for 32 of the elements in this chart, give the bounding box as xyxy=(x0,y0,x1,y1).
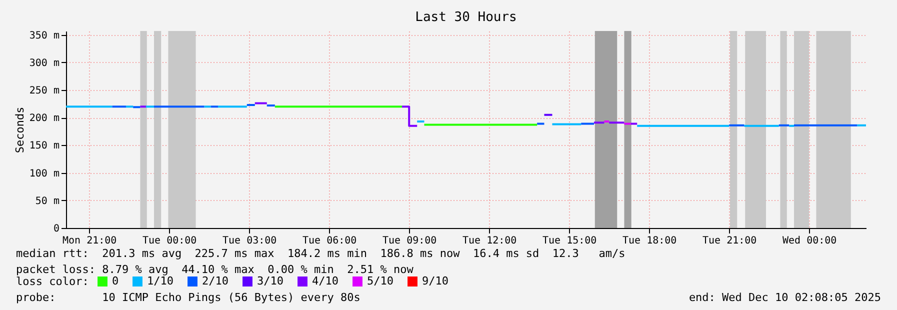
x-tick-label: Mon 21:00 xyxy=(62,236,117,246)
y-tick-label: 150 m xyxy=(29,140,60,152)
text: packet loss: 8.79 % avg 44.10 % max 0.00 % min 2.51 % now xyxy=(16,263,414,276)
y-axis-title: Seconds xyxy=(13,106,26,154)
legend-label: 9/10 xyxy=(422,274,448,288)
y-tick-label: 0 xyxy=(53,224,60,234)
y-tick-label: 100 m xyxy=(29,168,60,180)
x-tick-label: Tue 06:00 xyxy=(302,236,357,246)
x-tick-label: Tue 03:00 xyxy=(222,236,277,246)
x-tick-label: Tue 15:00 xyxy=(542,236,597,246)
x-tick-label: Tue 21:00 xyxy=(702,236,757,246)
x-tick-label: Tue 18:00 xyxy=(622,236,677,246)
chart-title: Last 30 Hours xyxy=(415,10,517,25)
x-tick-label: Tue 12:00 xyxy=(462,236,517,246)
x-tick-label: Tue 09:00 xyxy=(382,236,437,246)
text: probe: 10 ICMP Echo Pings (56 Bytes) every 80s xyxy=(16,291,360,304)
legend-label: 0 xyxy=(112,274,119,288)
legend-label: 3/10 xyxy=(257,274,284,288)
legend-label: 4/10 xyxy=(312,274,338,288)
y-tick-label: 250 m xyxy=(29,86,60,97)
y-tick-label: 300 m xyxy=(29,58,60,69)
text: end: Wed Dec 10 02:08:05 2025 xyxy=(688,291,881,304)
y-tick-label: 50 m xyxy=(35,196,60,207)
x-tick-label: Wed 00:00 xyxy=(782,236,837,246)
text: median rtt: 201.3 ms avg 225.7 ms max 184.2 ms min 186.8 ms now 16.4 ms sd 12.3 am/s xyxy=(16,247,626,260)
legend-title: loss color: xyxy=(16,275,89,288)
legend-label: 5/10 xyxy=(367,274,394,288)
legend-label: 1/10 xyxy=(147,274,174,288)
y-tick-label: 350 m xyxy=(29,30,60,42)
legend-label: 2/10 xyxy=(202,274,228,288)
y-tick-label: 200 m xyxy=(29,113,60,124)
x-tick-label: Tue 00:00 xyxy=(142,236,197,246)
